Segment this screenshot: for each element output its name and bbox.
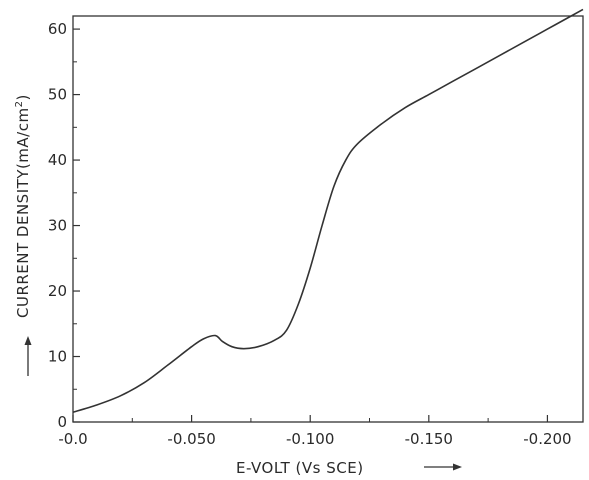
y-axis-title: CURRENT DENSITY(mA/cm2) xyxy=(14,94,32,318)
x-axis-title: E-VOLT (Vs SCE) xyxy=(236,459,364,477)
y-tick-label: 50 xyxy=(48,86,67,104)
plot-frame xyxy=(72,15,584,423)
series-line xyxy=(72,8,584,413)
y-tick-label: 20 xyxy=(48,282,67,300)
x-tick-label: -0.050 xyxy=(167,430,215,448)
x-axis-arrow xyxy=(424,463,462,471)
x-tick-label: -0.200 xyxy=(523,430,571,448)
y-tick-label: 40 xyxy=(48,151,67,169)
y-axis-arrow xyxy=(24,336,32,376)
x-tick-label: -0.0 xyxy=(58,430,87,448)
tick-labels-layer: 0 10 20 30 40 50 60 -0.0 -0.050 -0.100 -0.150 -0.20… xyxy=(48,20,572,448)
y-axis-title-suffix: ) xyxy=(14,94,32,100)
y-axis-title-main: CURRENT DENSITY(mA/cm xyxy=(14,107,32,318)
y-axis-title-superscript: 2 xyxy=(14,101,25,108)
x-tick-label: -0.150 xyxy=(405,430,453,448)
y-tick-label: 0 xyxy=(57,413,67,431)
x-tick-label: -0.100 xyxy=(286,430,334,448)
y-tick-label: 10 xyxy=(48,348,67,366)
y-tick-label: 30 xyxy=(48,217,67,235)
ticks-layer xyxy=(72,28,549,423)
y-tick-label: 60 xyxy=(48,20,67,38)
